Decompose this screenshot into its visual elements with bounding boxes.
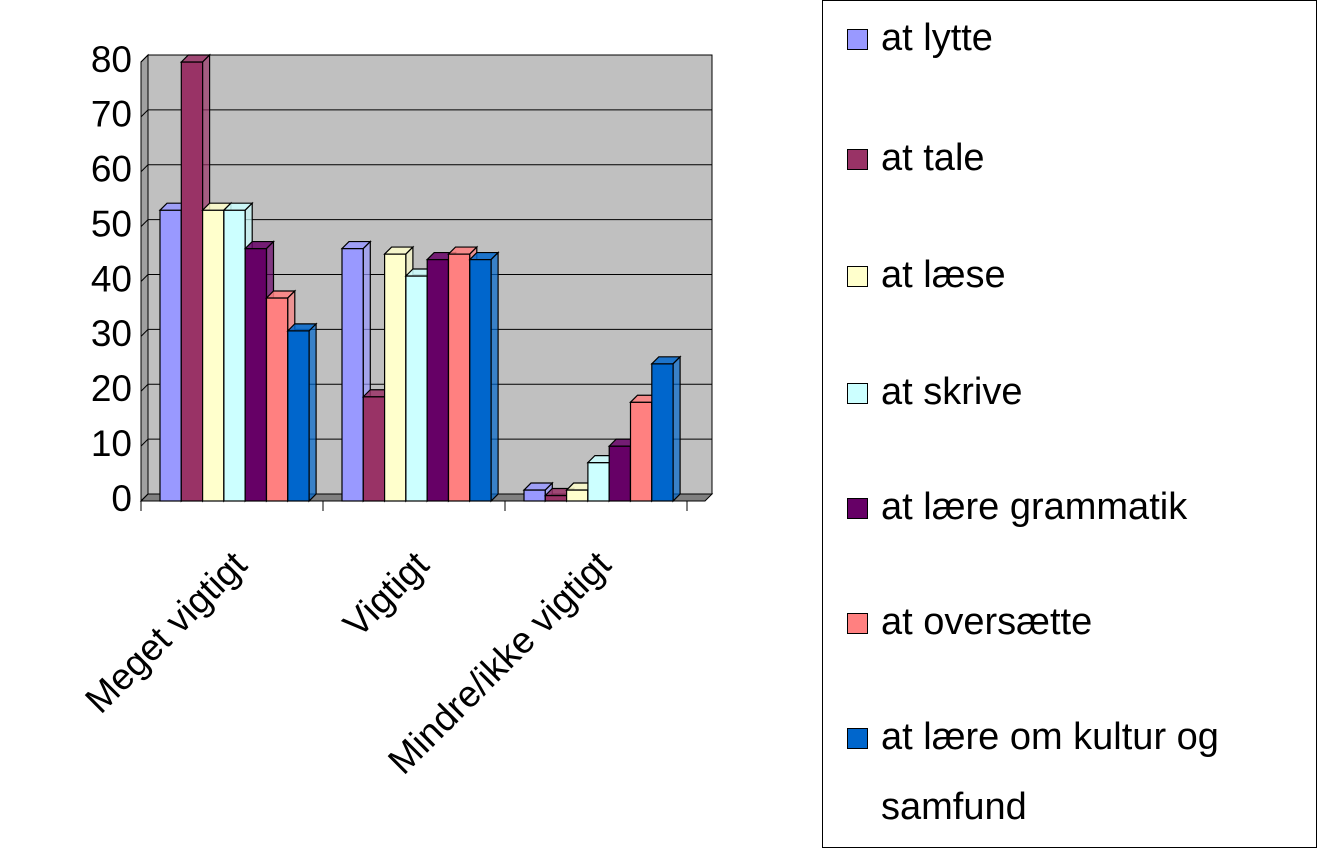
y-tick-label: 80	[91, 39, 132, 80]
bar-front	[341, 247, 364, 502]
bar-front	[180, 61, 204, 502]
grid-line	[140, 164, 712, 173]
grid-line	[140, 383, 712, 392]
legend-label: at læse	[881, 254, 1006, 296]
bar	[286, 322, 318, 503]
legend-swatch	[847, 613, 868, 634]
legend-swatch	[847, 149, 868, 170]
legend: at lytte at tale at læse at skrive at lære g…	[822, 0, 1317, 848]
legend-swatch	[847, 383, 868, 404]
y-tick-label: 50	[91, 203, 132, 244]
bar-front	[202, 209, 225, 502]
legend-label: at oversætte	[881, 601, 1093, 643]
legend-swatch	[847, 266, 868, 287]
bar-front	[287, 330, 310, 502]
bar-front	[608, 445, 632, 502]
bar-front	[447, 253, 471, 502]
legend-label: at lære om kultur og samfund	[881, 716, 1219, 828]
bar	[468, 251, 500, 503]
bar-side	[308, 322, 317, 503]
y-tick-label: 20	[91, 368, 132, 409]
legend-label: at skrive	[881, 371, 1023, 413]
legend-swatch	[847, 728, 868, 749]
bar-front	[384, 253, 407, 502]
x-tick-label: Vigtigt	[335, 543, 437, 645]
bar-front	[544, 494, 568, 502]
bar-front	[565, 489, 589, 502]
bar-front	[223, 209, 246, 502]
grid-line	[140, 438, 712, 447]
bar-front	[651, 363, 674, 502]
grid-line	[140, 54, 712, 63]
bar-front	[362, 396, 386, 502]
bar-side	[490, 251, 499, 503]
y-tick-label: 60	[91, 149, 132, 190]
bar-front	[629, 401, 653, 502]
bar-front	[426, 258, 450, 502]
legend-label: at lære grammatik	[881, 486, 1188, 528]
legend-swatch	[847, 498, 868, 519]
y-tick-label: 10	[91, 423, 132, 464]
y-tick-label: 40	[91, 258, 132, 299]
bar-front	[587, 461, 610, 502]
grid-line	[140, 219, 712, 227]
bar-front	[265, 297, 289, 502]
legend-label: at tale	[881, 137, 985, 179]
bar	[650, 355, 682, 503]
grid-line	[140, 328, 712, 337]
legend-swatch	[847, 29, 868, 50]
y-tick-label: 70	[91, 94, 132, 135]
bar-front	[469, 258, 492, 502]
bar-front	[405, 275, 428, 502]
y-tick-label: 0	[111, 478, 132, 519]
bar-front	[523, 489, 546, 502]
y-tick-label: 30	[91, 313, 132, 354]
legend-label: at lytte	[881, 17, 993, 59]
bar-side	[672, 355, 681, 503]
grid-line	[140, 109, 712, 118]
bar-front	[244, 247, 268, 502]
x-tick-label: Meget vigtigt	[77, 543, 255, 721]
bar	[340, 240, 372, 503]
bar-front	[159, 209, 182, 502]
bar	[586, 454, 618, 503]
grid-line	[140, 274, 712, 282]
